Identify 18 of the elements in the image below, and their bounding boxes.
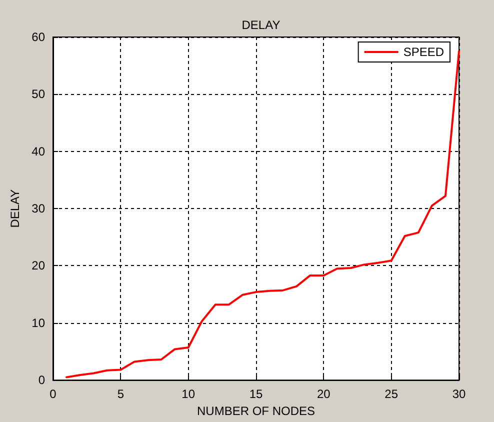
x-tick-label: 15	[249, 387, 263, 402]
chart-title: DELAY	[242, 18, 280, 32]
y-tick-label: 20	[32, 258, 46, 273]
y-axis-title: DELAY	[8, 189, 22, 228]
y-tick-label: 10	[32, 316, 46, 330]
x-tick-label: 0	[50, 387, 57, 402]
y-tick-label: 60	[32, 30, 46, 44]
x-axis-title: NUMBER OF NODES	[196, 404, 316, 418]
y-tick-label: 50	[32, 87, 46, 102]
x-tick-label: 30	[452, 387, 466, 402]
x-tick-label: 25	[384, 387, 398, 402]
x-tick-label: 10	[182, 387, 196, 402]
y-tick-label: 0	[38, 373, 46, 388]
x-tick-label: 5	[117, 387, 124, 402]
x-tick-label: 20	[316, 387, 331, 402]
legend-label: SPEED	[403, 45, 444, 59]
y-tick-label: 40	[32, 144, 46, 158]
y-tick-label: 30	[32, 202, 46, 216]
